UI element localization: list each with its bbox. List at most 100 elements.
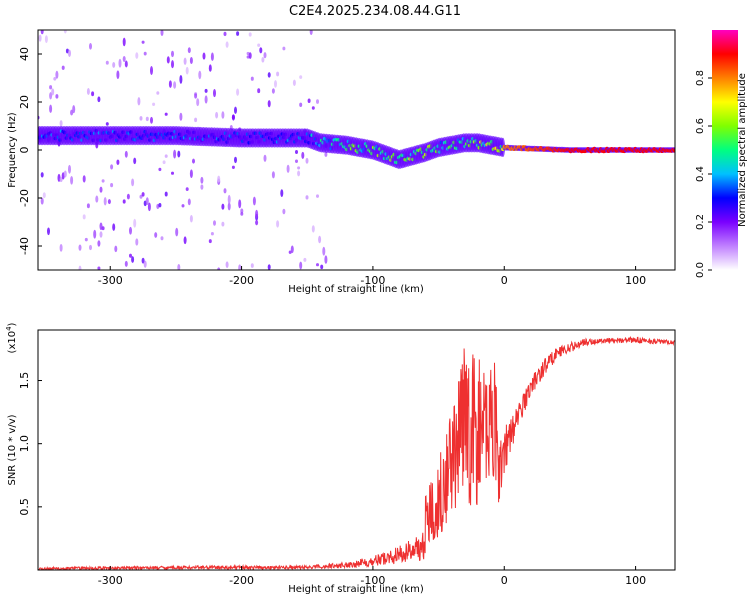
noise-speckle [238, 264, 242, 270]
noise-speckle [202, 52, 206, 60]
noise-speckle [133, 157, 137, 165]
noise-speckle [215, 111, 219, 119]
noise-speckle [248, 52, 252, 59]
x-tick-label: -200 [229, 274, 254, 287]
noise-speckle [255, 209, 259, 219]
noise-speckle [145, 116, 149, 122]
noise-speckle [181, 204, 185, 208]
noise-speckle [147, 202, 151, 212]
noise-speckle [97, 96, 101, 103]
noise-speckle [259, 47, 263, 54]
noise-speckle [231, 115, 235, 120]
noise-speckle [124, 150, 128, 158]
noise-speckle [55, 94, 59, 99]
noise-speckle [194, 117, 198, 123]
y-tick-label: 1.0 [18, 435, 31, 453]
noise-speckle [221, 111, 225, 119]
noise-speckle [150, 66, 153, 75]
y-tick-label: 0.5 [18, 498, 31, 516]
noise-speckle [276, 220, 280, 228]
noise-speckle [204, 88, 208, 93]
noise-speckle [38, 34, 42, 42]
colorbar-tick-label: 0.0 [695, 262, 706, 278]
noise-speckle [129, 253, 132, 258]
noise-speckle [295, 149, 298, 155]
noise-speckle [257, 43, 261, 47]
noise-speckle [257, 88, 261, 94]
noise-speckle [101, 179, 105, 183]
noise-speckle [110, 182, 114, 188]
noise-speckle [171, 50, 174, 58]
noise-speckle [320, 264, 324, 270]
noise-speckle [137, 97, 141, 106]
noise-speckle [236, 88, 240, 96]
noise-speckle [185, 187, 189, 191]
noise-speckle [307, 98, 311, 104]
noise-speckle [82, 214, 86, 220]
noise-speckle [250, 76, 254, 81]
noise-speckle [133, 218, 137, 228]
noise-speckle [295, 159, 298, 163]
noise-speckle [145, 197, 149, 205]
snr-x-axis-label: Height of straight line (km) [288, 584, 424, 595]
noise-speckle [68, 49, 71, 57]
noise-speckle [280, 189, 284, 197]
noise-speckle [210, 232, 214, 236]
noise-speckle [210, 52, 214, 61]
noise-speckle [158, 167, 162, 172]
y-tick-label: 40 [18, 47, 31, 61]
noise-speckle [217, 267, 221, 270]
noise-speckle [164, 112, 168, 116]
noise-speckle [84, 237, 88, 242]
noise-speckle [305, 157, 309, 164]
y-tick-label: -20 [18, 189, 31, 207]
noise-speckle [276, 71, 280, 77]
noise-speckle [40, 197, 44, 205]
x-tick-label: 100 [625, 574, 646, 587]
noise-speckle [288, 250, 292, 254]
noise-speckle [173, 149, 177, 159]
noise-speckle [267, 72, 271, 78]
noise-speckle [89, 43, 92, 50]
noise-speckle [139, 116, 143, 121]
noise-speckle [105, 122, 109, 126]
noise-speckle [198, 70, 202, 80]
noise-speckle [267, 100, 271, 108]
noise-speckle [126, 193, 130, 200]
noise-speckle [208, 64, 212, 72]
noise-speckle [316, 99, 319, 104]
noise-speckle [238, 199, 242, 209]
x-tick-label: 0 [501, 574, 508, 587]
noise-speckle [42, 192, 46, 199]
noise-speckle [158, 203, 162, 208]
noise-speckle [177, 263, 181, 270]
noise-speckle [116, 159, 120, 165]
noise-speckle [297, 170, 301, 177]
noise-speckle [131, 256, 135, 263]
colorbar-tick-label: 0.2 [695, 214, 706, 230]
noise-speckle [152, 102, 156, 107]
noise-speckle [282, 208, 286, 215]
noise-speckle [250, 263, 254, 268]
snr-series-line [38, 335, 675, 570]
noise-speckle [171, 171, 174, 175]
noise-speckle [185, 66, 189, 75]
spectrogram-y-axis-label: Frequency (Hz) [7, 112, 18, 188]
noise-speckle [299, 75, 303, 79]
noise-speckle [324, 255, 328, 264]
noise-speckle [82, 175, 86, 183]
snr-y-axis-label: SNR (10 * v/v) [7, 414, 18, 485]
noise-speckle [252, 196, 256, 206]
noise-speckle [63, 170, 67, 178]
x-tick-label: -200 [229, 574, 254, 587]
noise-speckle [160, 236, 164, 241]
spectrogram-marks [38, 30, 675, 270]
noise-speckle [141, 40, 145, 44]
noise-speckle [189, 57, 193, 64]
noise-speckle [204, 95, 208, 104]
colorbar-tick-label: 0.4 [695, 166, 706, 182]
noise-speckle [103, 197, 107, 206]
noise-speckle [53, 76, 57, 81]
snr-marks [38, 335, 675, 570]
